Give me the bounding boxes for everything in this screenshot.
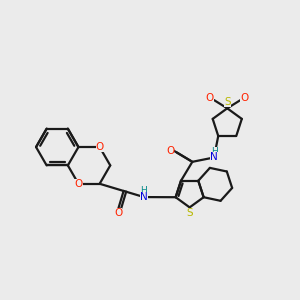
- Text: N: N: [210, 152, 218, 163]
- Text: O: O: [166, 146, 174, 156]
- Text: O: O: [95, 142, 104, 152]
- Text: H: H: [211, 146, 218, 155]
- Text: H: H: [141, 186, 147, 195]
- Text: O: O: [206, 93, 214, 103]
- Text: N: N: [140, 192, 148, 202]
- Text: S: S: [186, 208, 193, 218]
- Text: S: S: [224, 98, 231, 107]
- Text: O: O: [114, 208, 122, 218]
- Text: O: O: [241, 93, 249, 103]
- Text: O: O: [74, 179, 83, 189]
